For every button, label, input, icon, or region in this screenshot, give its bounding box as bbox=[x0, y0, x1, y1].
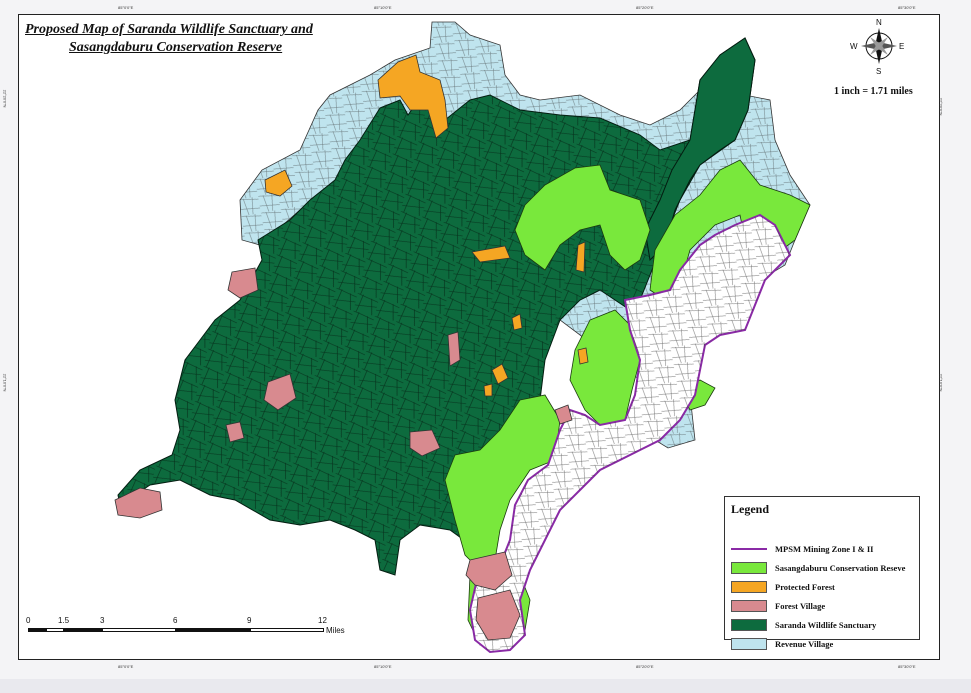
protected-forest-8 bbox=[483, 383, 493, 397]
legend-line-mining bbox=[731, 548, 767, 550]
compass-north-label: N bbox=[876, 18, 882, 27]
coord-bottom-4: 85°30'0"E bbox=[898, 664, 916, 669]
scale-seg-5 bbox=[176, 628, 250, 632]
scale-unit: Miles bbox=[326, 626, 345, 635]
protected-forest-5 bbox=[491, 363, 509, 385]
conservation-reserve-north bbox=[514, 164, 651, 271]
forest-village-8 bbox=[465, 551, 513, 591]
coord-bottom-3: 85°20'0"E bbox=[636, 664, 654, 669]
legend-label-sanctuary: Saranda Wildlife Sanctuary bbox=[775, 620, 877, 630]
compass-rose: N S E W bbox=[850, 18, 904, 76]
scale-tick-2: 3 bbox=[100, 616, 105, 625]
coord-top-4: 85°30'0"E bbox=[898, 5, 916, 10]
legend-swatch-protected bbox=[731, 581, 767, 593]
compass-south-label: S bbox=[876, 67, 881, 76]
forest-village-1 bbox=[227, 267, 259, 299]
scale-seg-2 bbox=[46, 628, 64, 632]
legend-item-mining: MPSM Mining Zone I & II bbox=[731, 542, 873, 556]
forest-village-7 bbox=[554, 404, 573, 425]
legend-item-revenue: Revenue Village bbox=[731, 637, 833, 651]
legend-swatch-revenue bbox=[731, 638, 767, 650]
scale-tick-5: 12 bbox=[318, 616, 327, 625]
protected-forest-6 bbox=[511, 313, 523, 331]
forest-village-6 bbox=[114, 487, 163, 519]
scale-tick-3: 6 bbox=[173, 616, 178, 625]
legend-item-conservation: Sasangdaburu Conservation Reseve bbox=[731, 561, 905, 575]
forest-village-5 bbox=[447, 331, 461, 367]
protected-forest-2 bbox=[264, 169, 293, 197]
legend-item-sanctuary: Saranda Wildlife Sanctuary bbox=[731, 618, 876, 632]
scale-tick-0: 0 bbox=[26, 616, 31, 625]
map-title-line1: Proposed Map of Saranda Wildlife Sanctua… bbox=[25, 22, 313, 37]
sanctuary-east-strip bbox=[644, 37, 756, 262]
forest-village-4 bbox=[409, 429, 441, 457]
forest-village-3 bbox=[225, 421, 245, 443]
mining-zone-grid bbox=[470, 215, 790, 652]
coord-top-3: 85°20'0"E bbox=[636, 5, 654, 10]
conservation-reserve-east bbox=[649, 159, 811, 301]
forest-village-2 bbox=[263, 373, 297, 411]
coord-top-2: 85°10'0"E bbox=[374, 5, 392, 10]
compass-east-label: E bbox=[899, 42, 904, 51]
scale-seg-3 bbox=[64, 628, 102, 632]
compass-west-label: W bbox=[850, 42, 858, 51]
coord-bottom-2: 85°10'0"E bbox=[374, 664, 392, 669]
legend-label-mining: MPSM Mining Zone I & II bbox=[775, 544, 874, 554]
scale-tick-4: 9 bbox=[247, 616, 252, 625]
legend-label-conservation: Sasangdaburu Conservation Reseve bbox=[775, 563, 906, 573]
protected-forest-4 bbox=[575, 241, 586, 273]
coord-bottom-1: 85°0'0"E bbox=[118, 664, 134, 669]
map-title: Proposed Map of Saranda Wildlife Sanctua… bbox=[25, 21, 313, 57]
legend-label-revenue: Revenue Village bbox=[775, 639, 834, 649]
bottom-strip bbox=[0, 679, 971, 693]
protected-forest-7 bbox=[577, 347, 589, 365]
protected-forest-3 bbox=[471, 245, 511, 263]
protected-forest-1 bbox=[377, 54, 449, 139]
coord-top-1: 85°0'0"E bbox=[118, 5, 134, 10]
forest-village-9 bbox=[475, 589, 521, 641]
scale-seg-4 bbox=[102, 628, 176, 632]
scale-seg-6 bbox=[250, 628, 324, 632]
legend-swatch-forest-village bbox=[731, 600, 767, 612]
legend-swatch-conservation bbox=[731, 562, 767, 574]
legend-swatch-sanctuary bbox=[731, 619, 767, 631]
legend-title: Legend bbox=[731, 502, 770, 516]
legend-label-protected: Protected Forest bbox=[775, 582, 835, 592]
scale-tick-1: 1.5 bbox=[58, 616, 70, 625]
legend-item-forest-village: Forest Village bbox=[731, 599, 825, 613]
scale-seg-1 bbox=[28, 628, 46, 632]
map-title-line2: Sasangdaburu Conservation Reserve bbox=[69, 40, 283, 55]
scale-ratio-text: 1 inch = 1.71 miles bbox=[834, 86, 913, 97]
legend-item-protected: Protected Forest bbox=[731, 580, 835, 594]
legend-label-forest-village: Forest Village bbox=[775, 601, 826, 611]
legend: Legend MPSM Mining Zone I & II Sasangdab… bbox=[724, 496, 920, 650]
